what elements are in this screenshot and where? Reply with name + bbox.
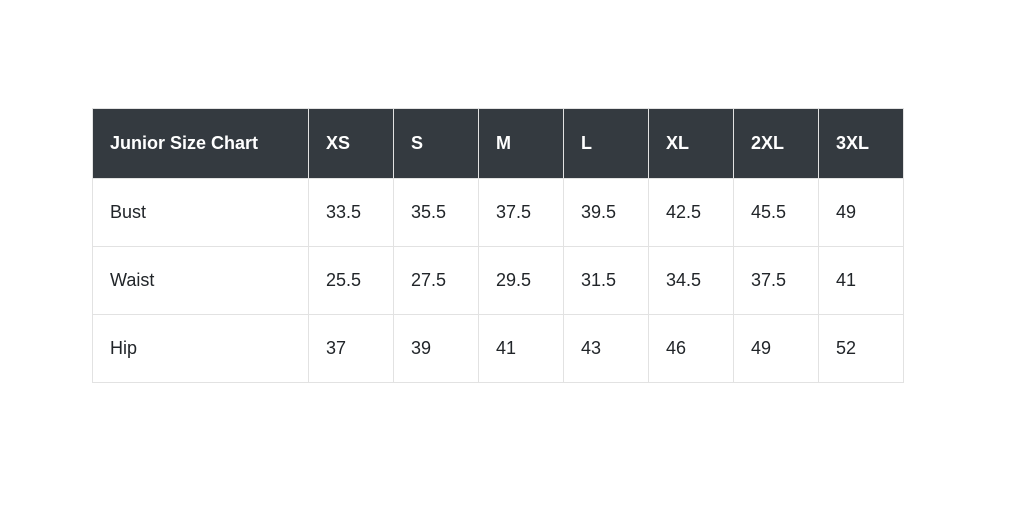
junior-size-chart-table: Junior Size Chart XS S M L XL 2XL 3XL Bu… [92, 108, 904, 383]
table-header-row: Junior Size Chart XS S M L XL 2XL 3XL [92, 108, 904, 179]
size-header-m: M [478, 108, 564, 179]
size-header-xs: XS [308, 108, 394, 179]
value-cell: 37.5 [733, 246, 819, 315]
value-cell: 43 [563, 314, 649, 383]
size-header-xl: XL [648, 108, 734, 179]
value-cell: 27.5 [393, 246, 479, 315]
measurement-row-bust: Bust 33.5 35.5 37.5 39.5 42.5 45.5 49 [92, 178, 904, 247]
value-cell: 41 [478, 314, 564, 383]
row-label-cell: Waist [92, 246, 309, 315]
size-header-s: S [393, 108, 479, 179]
value-cell: 37.5 [478, 178, 564, 247]
value-cell: 31.5 [563, 246, 649, 315]
size-header-l: L [563, 108, 649, 179]
measurement-row-hip: Hip 37 39 41 43 46 49 52 [92, 314, 904, 383]
value-cell: 52 [818, 314, 904, 383]
chart-title-cell: Junior Size Chart [92, 108, 309, 179]
value-cell: 34.5 [648, 246, 734, 315]
measurement-row-waist: Waist 25.5 27.5 29.5 31.5 34.5 37.5 41 [92, 246, 904, 315]
value-cell: 37 [308, 314, 394, 383]
value-cell: 25.5 [308, 246, 394, 315]
value-cell: 46 [648, 314, 734, 383]
value-cell: 29.5 [478, 246, 564, 315]
row-label-cell: Bust [92, 178, 309, 247]
size-header-3xl: 3XL [818, 108, 904, 179]
size-header-2xl: 2XL [733, 108, 819, 179]
value-cell: 49 [818, 178, 904, 247]
value-cell: 41 [818, 246, 904, 315]
value-cell: 33.5 [308, 178, 394, 247]
value-cell: 39 [393, 314, 479, 383]
value-cell: 45.5 [733, 178, 819, 247]
value-cell: 49 [733, 314, 819, 383]
value-cell: 35.5 [393, 178, 479, 247]
value-cell: 39.5 [563, 178, 649, 247]
value-cell: 42.5 [648, 178, 734, 247]
row-label-cell: Hip [92, 314, 309, 383]
